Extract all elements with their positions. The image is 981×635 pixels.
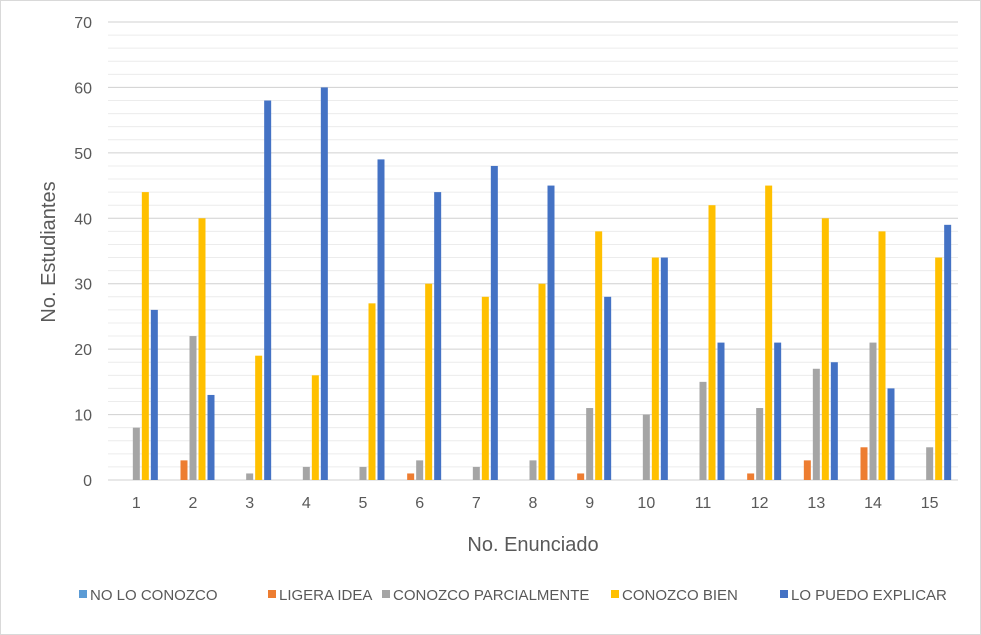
x-tick-label: 14 (864, 495, 882, 512)
bar-conozco-parcialmente-8 (529, 460, 537, 480)
bar-conozco-parcialmente-1 (132, 427, 140, 480)
x-tick-label: 9 (585, 495, 594, 512)
bar-conozco-parcialmente-5 (359, 466, 367, 480)
bar-lo-puedo-explicar-12 (774, 342, 782, 480)
bar-conozco-parcialmente-14 (869, 342, 877, 480)
legend-label: LIGERA IDEA (279, 587, 372, 604)
bar-conozco-bien-3 (255, 355, 263, 480)
bar-ligera-idea-12 (747, 473, 755, 480)
bar-lo-puedo-explicar-15 (944, 224, 952, 480)
y-tick-label: 50 (74, 146, 92, 163)
bar-conozco-bien-1 (141, 192, 149, 480)
bar-conozco-parcialmente-4 (302, 466, 310, 480)
x-tick-label: 1 (132, 495, 141, 512)
y-tick-label: 20 (74, 342, 92, 359)
bar-conozco-parcialmente-9 (586, 408, 594, 480)
bar-conozco-bien-2 (198, 218, 206, 481)
bar-conozco-bien-9 (595, 231, 603, 480)
y-tick-label: 40 (74, 211, 92, 228)
bar-lo-puedo-explicar-10 (660, 257, 668, 480)
bar-ligera-idea-13 (803, 460, 811, 480)
bar-conozco-bien-15 (935, 257, 943, 480)
bar-conozco-bien-4 (311, 375, 319, 480)
legend-swatch (611, 590, 619, 598)
bar-lo-puedo-explicar-5 (377, 159, 385, 480)
bar-conozco-bien-7 (481, 296, 489, 480)
bar-ligera-idea-2 (180, 460, 188, 480)
bar-lo-puedo-explicar-7 (490, 165, 498, 480)
x-tick-label: 8 (529, 495, 538, 512)
legend-label: LO PUEDO EXPLICAR (791, 587, 947, 604)
legend: NO LO CONOZCO LIGERA IDEA CONOZCO PARCIALM… (79, 587, 947, 604)
x-tick-label: 3 (245, 495, 254, 512)
bar-conozco-parcialmente-2 (189, 336, 197, 480)
legend-label: CONOZCO BIEN (622, 587, 738, 604)
x-tick-label: 5 (359, 495, 368, 512)
legend-swatch (79, 590, 87, 598)
bar-ligera-idea-6 (407, 473, 415, 480)
x-tick-label: 10 (637, 495, 655, 512)
bar-conozco-bien-12 (765, 185, 773, 481)
bar-lo-puedo-explicar-11 (717, 342, 725, 480)
bar-ligera-idea-9 (577, 473, 585, 480)
bar-conozco-parcialmente-13 (812, 368, 820, 480)
y-tick-label: 0 (83, 473, 92, 490)
y-tick-label: 60 (74, 80, 92, 97)
bar-lo-puedo-explicar-1 (150, 309, 158, 480)
bar-conozco-bien-11 (708, 205, 716, 480)
bar-conozco-parcialmente-11 (699, 381, 707, 480)
bar-conozco-parcialmente-3 (246, 473, 254, 480)
bar-conozco-bien-8 (538, 283, 546, 480)
bar-conozco-parcialmente-12 (756, 408, 764, 480)
bar-conozco-bien-13 (821, 218, 829, 481)
bar-conozco-parcialmente-7 (472, 466, 480, 480)
bar-conozco-bien-6 (425, 283, 433, 480)
bar-lo-puedo-explicar-4 (320, 87, 328, 480)
bar-conozco-bien-5 (368, 303, 376, 480)
bar-ligera-idea-14 (860, 447, 868, 480)
x-tick-label: 11 (695, 495, 712, 512)
bar-conozco-parcialmente-10 (642, 414, 650, 480)
bar-lo-puedo-explicar-14 (887, 388, 895, 480)
legend-swatch (780, 590, 788, 598)
x-tick-label: 12 (751, 495, 769, 512)
bar-lo-puedo-explicar-6 (434, 192, 442, 480)
y-axis-label: No. Estudiantes (38, 181, 60, 322)
y-tick-label: 10 (74, 408, 92, 425)
x-axis-label: No. Enunciado (467, 534, 598, 556)
bar-lo-puedo-explicar-13 (830, 362, 838, 480)
x-tick-label: 15 (921, 495, 939, 512)
x-tick-label: 6 (415, 495, 424, 512)
bar-conozco-parcialmente-6 (416, 460, 424, 480)
bar-conozco-bien-10 (651, 257, 659, 480)
x-tick-label: 2 (189, 495, 198, 512)
x-tick-label: 4 (302, 495, 311, 512)
bar-conozco-parcialmente-15 (926, 447, 934, 480)
x-tick-label: 7 (472, 495, 481, 512)
bar-lo-puedo-explicar-2 (207, 394, 215, 480)
bar-lo-puedo-explicar-3 (264, 100, 272, 480)
bar-conozco-bien-14 (878, 231, 886, 480)
legend-label: CONOZCO PARCIALMENTE (393, 587, 589, 604)
legend-label: NO LO CONOZCO (90, 587, 218, 604)
y-tick-label: 30 (74, 277, 92, 294)
legend-swatch (382, 590, 390, 598)
y-tick-label: 70 (74, 15, 92, 32)
x-tick-label: 13 (807, 495, 825, 512)
bar-lo-puedo-explicar-9 (604, 296, 612, 480)
legend-swatch (268, 590, 276, 598)
bar-lo-puedo-explicar-8 (547, 185, 555, 481)
